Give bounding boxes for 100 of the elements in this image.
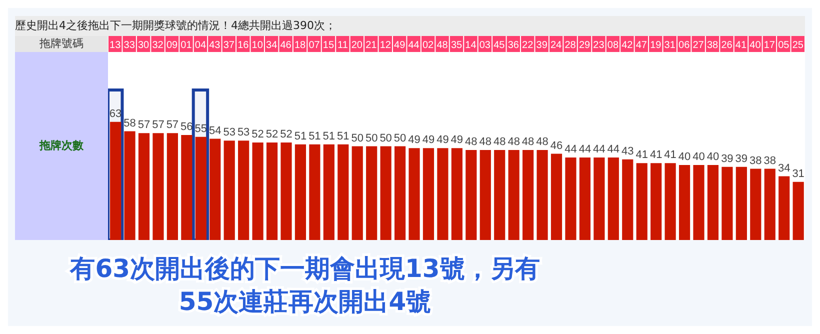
x-tick-label: 10 (252, 40, 264, 51)
bar (636, 163, 648, 240)
x-tick-label: 29 (578, 40, 591, 51)
x-tick-label: 02 (422, 40, 434, 51)
data-label: 58 (124, 117, 136, 130)
bar (352, 146, 363, 240)
x-tick-label: 15 (322, 40, 334, 51)
bar (579, 158, 591, 240)
data-label: 40 (706, 151, 720, 163)
x-tick-label: 34 (266, 40, 278, 51)
data-label: 48 (465, 136, 478, 148)
data-label: 51 (308, 130, 321, 142)
data-label: 40 (692, 151, 705, 163)
data-label: 52 (266, 128, 278, 140)
data-label: 50 (365, 132, 378, 144)
x-tick-label: 47 (636, 40, 648, 51)
data-label: 31 (792, 168, 804, 180)
x-tick-label: 03 (479, 40, 491, 51)
x-tick-label: 12 (380, 40, 392, 51)
x-tick-label: 43 (209, 40, 221, 51)
data-label: 39 (721, 152, 734, 165)
data-label: 49 (436, 134, 449, 146)
data-label: 44 (607, 144, 620, 156)
data-label: 48 (522, 136, 534, 148)
x-tick-label: 05 (778, 40, 790, 51)
x-tick-label: 16 (238, 40, 250, 51)
bar (437, 148, 448, 240)
bar (422, 148, 434, 240)
x-tick-label: 41 (735, 40, 747, 51)
data-label: 53 (223, 126, 236, 139)
bar (565, 158, 576, 240)
data-label: 38 (764, 154, 776, 167)
bar (480, 150, 491, 240)
bar (380, 146, 392, 240)
bar (536, 150, 548, 240)
data-label: 50 (351, 132, 364, 144)
bar (722, 166, 733, 240)
x-tick-label: 36 (508, 40, 520, 51)
data-label: 50 (380, 132, 392, 144)
bar (166, 133, 178, 240)
data-label: 46 (550, 140, 563, 152)
x-tick-label: 18 (294, 40, 306, 51)
x-tick-label: 19 (650, 40, 662, 51)
data-label: 50 (394, 132, 406, 144)
x-tick-label: 11 (338, 40, 348, 51)
x-tick-label: 04 (194, 40, 206, 51)
bar (138, 133, 150, 240)
data-label: 49 (450, 134, 464, 146)
x-tick-label: 32 (152, 40, 164, 51)
x-tick-label: 23 (593, 40, 605, 51)
data-label: 51 (322, 130, 336, 142)
bar (323, 144, 334, 240)
data-label: 48 (536, 136, 548, 148)
data-label: 53 (237, 126, 250, 139)
x-tick-label: 21 (366, 40, 378, 51)
x-tick-label: 24 (550, 40, 562, 51)
bar (366, 146, 378, 240)
data-label: 39 (735, 152, 748, 165)
data-label: 40 (678, 151, 691, 163)
bar (736, 166, 747, 240)
bar (764, 168, 776, 240)
bar (664, 163, 676, 240)
bar (750, 168, 762, 240)
x-tick-label: 31 (664, 40, 676, 51)
data-label: 48 (508, 136, 520, 148)
x-tick-label: 09 (166, 40, 178, 51)
bar (338, 144, 349, 240)
data-label: 41 (664, 149, 676, 162)
data-label: 34 (778, 162, 790, 174)
x-tick-label: 14 (465, 40, 477, 51)
x-tick-label: 35 (450, 40, 462, 51)
bar (252, 142, 264, 240)
bar (550, 154, 562, 240)
data-label: 48 (493, 136, 506, 148)
x-tick-label: 48 (436, 40, 448, 51)
bar (508, 150, 520, 240)
x-tick-label: 28 (564, 40, 576, 51)
data-label: 44 (564, 144, 577, 156)
x-tick-label: 20 (351, 40, 363, 51)
data-label: 44 (578, 144, 592, 156)
data-label: 41 (650, 149, 662, 162)
data-label: 52 (252, 128, 264, 140)
bar (608, 158, 619, 240)
x-tick-label: 13 (110, 40, 122, 51)
data-label: 43 (622, 145, 634, 158)
bar (451, 148, 462, 240)
bar (294, 144, 306, 240)
data-label: 49 (408, 134, 420, 146)
bar (152, 133, 164, 240)
x-tick-label: 26 (721, 40, 733, 51)
bar (594, 158, 605, 240)
chart-title: 歷史開出4之後拖出下一期開獎球號的情況！4總共開出過390次； (15, 16, 805, 36)
data-label: 57 (138, 119, 150, 132)
x-tick-label: 49 (394, 40, 406, 51)
x-tick-label: 30 (138, 40, 150, 51)
bar (522, 150, 534, 240)
bar (224, 140, 235, 240)
x-tick-label: 46 (280, 40, 292, 51)
bar (408, 148, 420, 240)
bar (693, 165, 704, 240)
